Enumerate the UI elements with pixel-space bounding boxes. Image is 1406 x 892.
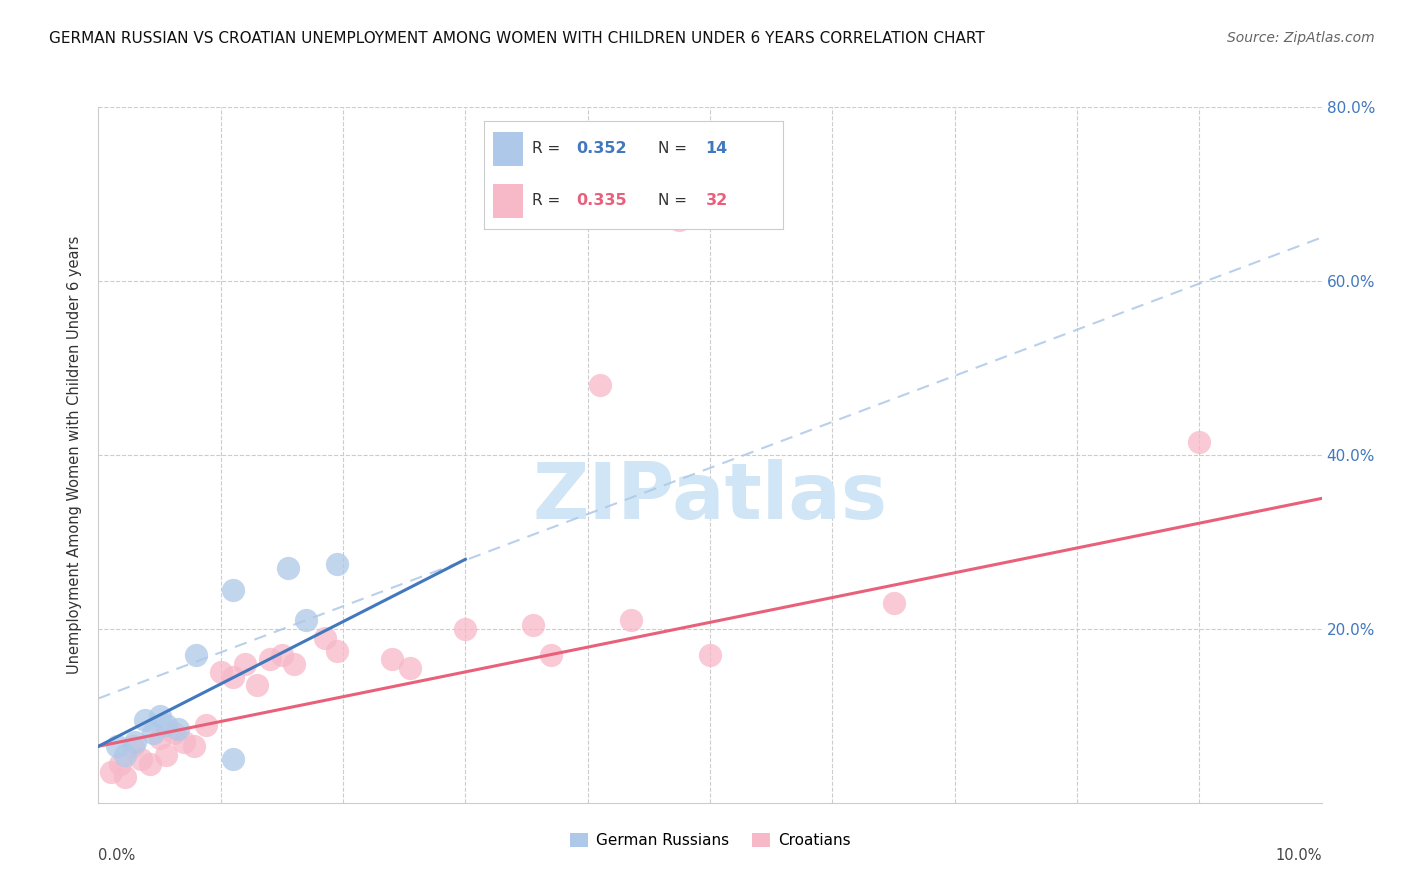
Point [699,648,721,662]
Point [522,617,544,632]
Point [209,665,232,680]
Point [222,670,245,684]
Point [668,213,690,227]
Point [1188,434,1211,449]
Point [167,722,190,736]
Point [326,557,349,571]
Point [155,717,177,731]
Point [134,713,156,727]
Point [399,661,422,675]
Point [114,747,136,762]
Point [326,643,349,657]
Text: GERMAN RUSSIAN VS CROATIAN UNEMPLOYMENT AMONG WOMEN WITH CHILDREN UNDER 6 YEARS : GERMAN RUSSIAN VS CROATIAN UNEMPLOYMENT … [49,31,986,46]
Point [295,613,318,627]
Point [163,726,186,740]
Point [186,648,208,662]
Point [139,756,162,771]
Point [883,596,905,610]
Y-axis label: Unemployment Among Women with Children Under 6 years: Unemployment Among Women with Children U… [67,235,83,674]
Point [222,752,245,766]
Point [540,648,562,662]
Text: 10.0%: 10.0% [1275,848,1322,863]
Point [155,747,177,762]
Point [277,561,299,575]
Point [142,726,165,740]
Point [114,770,136,784]
Point [589,378,612,392]
Point [259,652,281,666]
Point [454,622,477,636]
Point [183,739,205,754]
Text: 0.0%: 0.0% [98,848,135,863]
Point [149,731,172,745]
Point [110,756,132,771]
Point [195,717,218,731]
Point [100,765,122,780]
Point [222,582,245,597]
Point [314,631,336,645]
Point [283,657,305,671]
Point [105,739,128,754]
Point [619,613,641,627]
Point [270,648,294,662]
Point [233,657,256,671]
Point [129,752,152,766]
Point [121,739,143,754]
Point [149,708,172,723]
Text: ZIPatlas: ZIPatlas [533,458,887,534]
Point [124,735,146,749]
Legend: German Russians, Croatians: German Russians, Croatians [564,827,856,855]
Text: Source: ZipAtlas.com: Source: ZipAtlas.com [1227,31,1375,45]
Point [381,652,404,666]
Point [246,678,269,692]
Point [173,735,195,749]
